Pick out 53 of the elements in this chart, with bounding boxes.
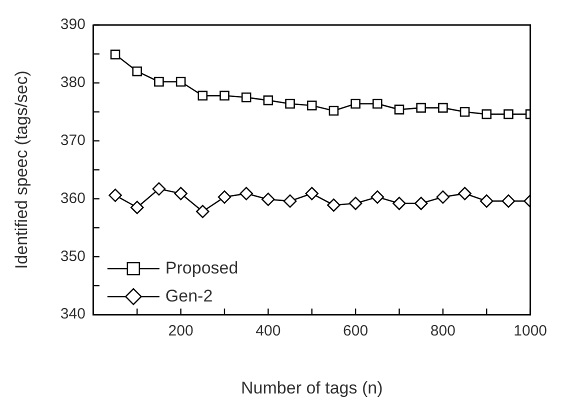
point [370, 190, 384, 204]
y-tick-label: 390 [60, 16, 86, 34]
point [241, 92, 252, 102]
point [263, 95, 274, 106]
point [110, 50, 120, 60]
x-axis-title: Number of tags (n) [241, 378, 383, 398]
x-tick-label: 400 [256, 322, 281, 340]
point [350, 98, 360, 109]
point [196, 204, 210, 218]
point [132, 66, 142, 76]
point [283, 194, 297, 208]
y-tick-label: 350 [60, 248, 86, 265]
y-tick-label: 370 [60, 132, 86, 149]
point [436, 190, 450, 204]
point [392, 196, 406, 210]
point [460, 106, 470, 117]
point [305, 186, 319, 200]
x-tick-label: 600 [343, 322, 368, 340]
point [174, 186, 188, 200]
point [176, 76, 186, 87]
legend-label: Proposed [165, 258, 238, 278]
point [327, 198, 340, 212]
point [154, 76, 164, 87]
point [328, 106, 339, 116]
x-tick-label: 800 [430, 322, 456, 340]
point [262, 192, 275, 206]
point [482, 109, 492, 120]
point [285, 98, 295, 109]
point [438, 102, 448, 113]
point [480, 194, 494, 208]
point [416, 102, 426, 113]
point [198, 90, 208, 101]
point [130, 200, 144, 214]
point [414, 196, 428, 210]
point [108, 188, 122, 202]
legend-label: Gen-2 [165, 286, 213, 306]
x-tick-label: 200 [168, 322, 194, 340]
y-tick-label: 380 [60, 74, 86, 92]
point [372, 98, 382, 109]
point [348, 196, 362, 210]
point [502, 194, 516, 208]
point [152, 182, 166, 196]
y-axis-title: Identified speec (tags/sec) [12, 70, 31, 270]
point [394, 104, 404, 114]
y-tick-label: 340 [60, 306, 86, 323]
point [240, 186, 253, 200]
point [218, 190, 232, 204]
x-tick-label: 1000 [514, 322, 548, 340]
point [458, 186, 472, 200]
point [306, 100, 317, 110]
point [504, 109, 514, 120]
point [220, 90, 230, 101]
y-tick-label: 360 [60, 190, 86, 207]
